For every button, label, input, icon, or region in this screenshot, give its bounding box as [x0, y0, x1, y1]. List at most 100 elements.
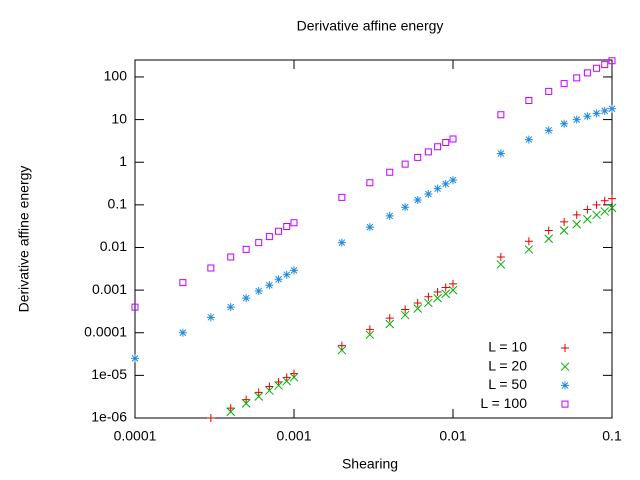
data-point [242, 245, 250, 253]
data-point [265, 386, 274, 395]
x-tick-label: 0.1 [602, 428, 622, 444]
data-point [560, 217, 569, 226]
data-point [226, 404, 235, 413]
data-point [254, 392, 264, 401]
data-point [282, 376, 292, 386]
data-point [365, 325, 374, 334]
data-point [265, 281, 274, 290]
data-point [433, 184, 442, 193]
data-point [207, 264, 215, 272]
y-tick-label: 1e-06 [91, 409, 127, 425]
data-point [524, 237, 533, 246]
data-point [414, 153, 422, 161]
data-point [608, 57, 616, 65]
data-point [226, 303, 235, 312]
data-point [544, 126, 553, 135]
data-point [385, 211, 394, 220]
data-point [449, 279, 457, 288]
data-point [366, 179, 374, 187]
legend-marker [560, 362, 570, 372]
data-point [401, 160, 409, 168]
data-point [242, 294, 251, 303]
data-point [592, 109, 601, 118]
data-point [226, 407, 236, 417]
y-tick-label: 10 [111, 110, 127, 126]
data-point [131, 303, 139, 311]
data-point [449, 176, 457, 185]
x-tick-label: 0.001 [276, 428, 311, 444]
data-point [608, 194, 616, 203]
data-point [254, 388, 263, 397]
data-point [593, 64, 601, 72]
data-point [441, 289, 451, 299]
data-point [600, 196, 609, 205]
data-point [600, 207, 610, 216]
data-point [607, 203, 617, 213]
data-point [600, 106, 609, 115]
data-point [572, 115, 581, 124]
legend-marker [561, 400, 569, 408]
data-point [206, 414, 215, 422]
data-point [413, 298, 422, 307]
data-point [290, 219, 298, 227]
x-axis-label: Shearing [342, 456, 398, 472]
y-axis-label: Derivative affine energy [16, 166, 32, 313]
data-point [524, 245, 534, 254]
plot-frame [134, 59, 613, 419]
data-point [242, 395, 251, 404]
chart-title: Derivative affine energy [297, 18, 444, 34]
data-point [424, 298, 433, 308]
data-point [254, 287, 263, 296]
legend-label: L = 100 [480, 395, 527, 411]
data-point [337, 238, 346, 247]
data-point [592, 200, 601, 209]
data-point [275, 227, 283, 235]
data-point [255, 239, 263, 247]
data-point [337, 345, 347, 355]
data-point [496, 252, 505, 261]
data-point [448, 285, 458, 295]
y-tick-label: 0.1 [108, 196, 128, 212]
data-point [365, 330, 375, 340]
data-point [385, 319, 395, 329]
data-point [274, 275, 283, 284]
data-point [560, 80, 568, 88]
data-point [206, 313, 215, 322]
x-tick-label: 0.01 [439, 428, 466, 444]
data-point [497, 111, 505, 119]
y-tick-label: 0.001 [92, 281, 127, 297]
data-point [401, 305, 410, 314]
x-tick-label: 0.0001 [114, 428, 157, 444]
data-point [441, 283, 450, 292]
data-point [337, 341, 346, 350]
data-point [290, 266, 298, 275]
data-point [424, 148, 432, 156]
data-point [241, 399, 251, 408]
data-point [560, 119, 569, 128]
y-tick-label: 100 [104, 68, 128, 84]
y-tick-label: 1e-05 [91, 366, 127, 382]
data-point [283, 223, 291, 231]
data-point [386, 168, 394, 176]
data-point [559, 226, 569, 235]
data-point [573, 74, 581, 82]
data-point [274, 377, 283, 386]
data-point [434, 143, 442, 151]
data-point [592, 210, 601, 220]
data-point [583, 205, 592, 214]
data-point [583, 112, 592, 121]
legend-label: L = 20 [488, 357, 527, 373]
data-point [545, 87, 553, 95]
data-point [496, 149, 505, 158]
data-point [282, 270, 291, 279]
data-point [401, 203, 410, 212]
legend-label: L = 10 [488, 339, 527, 355]
data-point [583, 69, 591, 77]
data-point [544, 226, 553, 235]
data-point [179, 279, 187, 287]
data-point [178, 328, 187, 337]
data-point [433, 288, 442, 297]
data-point [496, 260, 506, 269]
data-point [338, 193, 346, 201]
